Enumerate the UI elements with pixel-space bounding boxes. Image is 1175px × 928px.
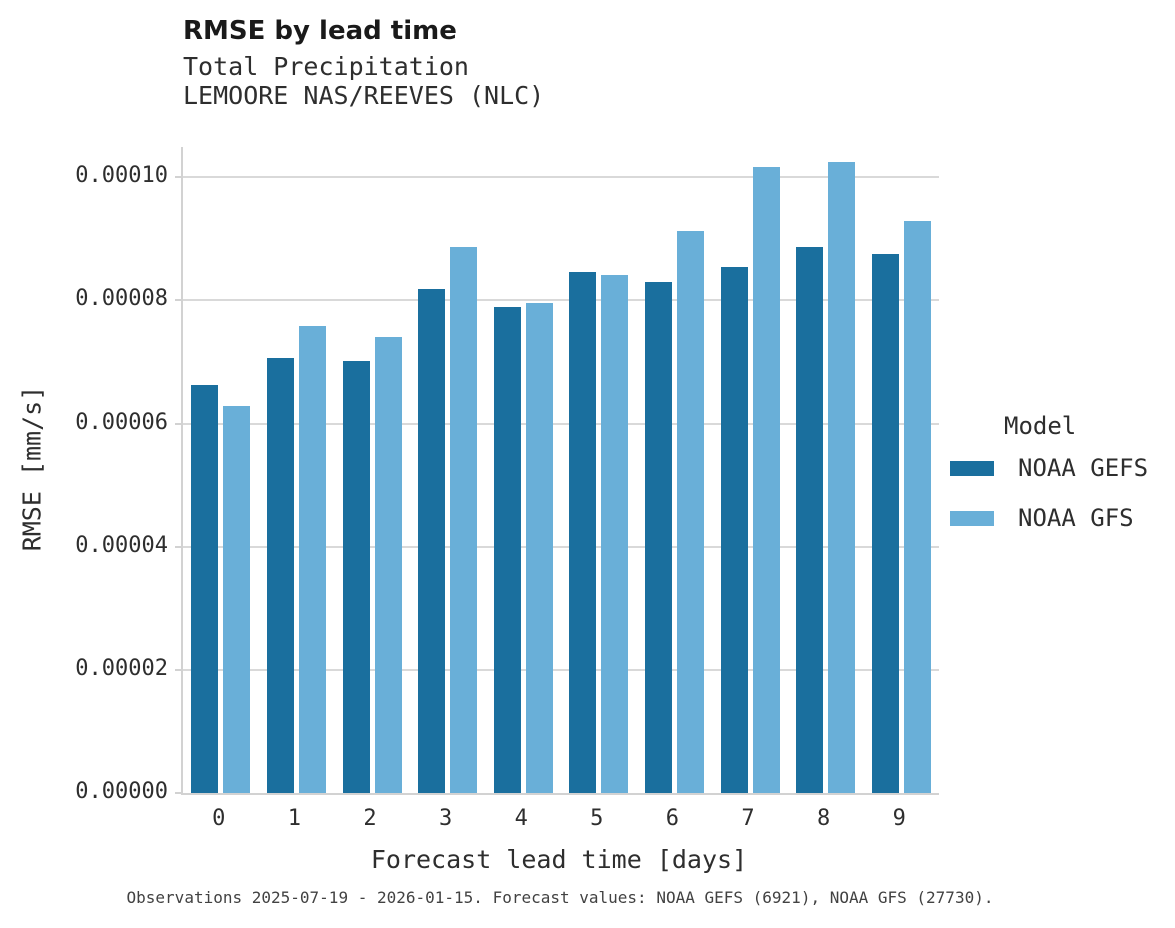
bar-noaa-gefs-day-1 (266, 357, 294, 793)
y-tick-label: 0.00010 (75, 163, 168, 189)
y-axis-label: RMSE [mm/s] (17, 385, 47, 552)
chart-caption: Observations 2025-07-19 - 2026-01-15. Fo… (126, 888, 994, 907)
y-tick-label: 0.00004 (75, 532, 168, 558)
bar-noaa-gfs-day-1 (298, 325, 326, 793)
legend-swatch-noaa-gefs (950, 460, 994, 476)
chart-title: RMSE by lead time (183, 16, 457, 46)
bar-noaa-gfs-day-0 (223, 406, 251, 793)
x-tick-label-6: 6 (665, 806, 680, 831)
y-tick-mark (175, 792, 181, 794)
gridline-0.00010 (183, 176, 939, 179)
legend-title: Model (1004, 412, 1077, 440)
bar-noaa-gfs-day-9 (903, 220, 931, 793)
gridline-0.00008 (183, 299, 939, 302)
bar-noaa-gefs-day-8 (796, 247, 824, 793)
bar-noaa-gfs-day-2 (374, 336, 402, 793)
gridline-0.00006 (183, 422, 939, 425)
plot-area (181, 147, 939, 795)
bar-noaa-gefs-day-9 (871, 254, 899, 793)
bar-noaa-gefs-day-6 (644, 282, 672, 793)
x-tick-label-2: 2 (363, 806, 377, 831)
legend: Model NOAA GEFS NOAA GFS (950, 404, 1170, 554)
bar-noaa-gefs-day-4 (493, 307, 521, 793)
y-tick-mark (175, 668, 181, 671)
legend-entry-noaa-gfs: NOAA GFS (950, 504, 1170, 532)
bar-noaa-gfs-day-7 (752, 167, 780, 793)
legend-entry-noaa-gefs: NOAA GEFS (950, 454, 1170, 482)
bar-noaa-gefs-day-5 (569, 272, 597, 793)
y-tick-mark (175, 176, 181, 179)
y-tick-mark (175, 299, 181, 302)
y-tick-mark (175, 545, 181, 548)
bar-noaa-gfs-day-6 (676, 231, 704, 793)
legend-label-noaa-gfs: NOAA GFS (1018, 504, 1134, 532)
legend-swatch-noaa-gfs (950, 510, 994, 526)
y-tick-label: 0.00002 (75, 655, 168, 681)
x-tick-label-4: 4 (514, 806, 528, 831)
y-tick-label: 0.00000 (75, 779, 168, 804)
x-tick-label-8: 8 (816, 806, 831, 831)
x-tick-label-1: 1 (287, 806, 302, 831)
gridline-0.00004 (183, 545, 939, 548)
x-tick-label-7: 7 (741, 806, 755, 831)
bar-noaa-gefs-day-3 (418, 289, 446, 793)
legend-label-noaa-gefs: NOAA GEFS (1018, 454, 1149, 482)
bar-noaa-gfs-day-3 (450, 247, 478, 793)
gridline-0.00002 (183, 668, 939, 671)
x-tick-label-3: 3 (438, 806, 453, 831)
chart-subtitle-station: LEMOORE NAS/REEVES (NLC) (183, 81, 545, 110)
x-tick-label-5: 5 (590, 806, 604, 831)
bar-noaa-gefs-day-2 (342, 361, 370, 793)
bar-noaa-gefs-day-7 (720, 267, 748, 793)
x-tick-label-0: 0 (212, 806, 226, 831)
x-tick-label-9: 9 (892, 806, 906, 831)
y-tick-mark (175, 422, 181, 425)
chart-subtitle: Total Precipitation (183, 52, 469, 81)
bar-noaa-gfs-day-5 (601, 275, 629, 793)
y-tick-label: 0.00008 (75, 286, 168, 312)
bar-noaa-gefs-day-0 (191, 385, 219, 793)
legend-entries: NOAA GEFS NOAA GFS (950, 454, 1170, 532)
bar-noaa-gfs-day-8 (828, 162, 856, 793)
bar-noaa-gfs-day-4 (525, 302, 553, 793)
y-tick-label: 0.00006 (75, 409, 168, 435)
x-axis-label: Forecast lead time [days] (370, 845, 748, 874)
